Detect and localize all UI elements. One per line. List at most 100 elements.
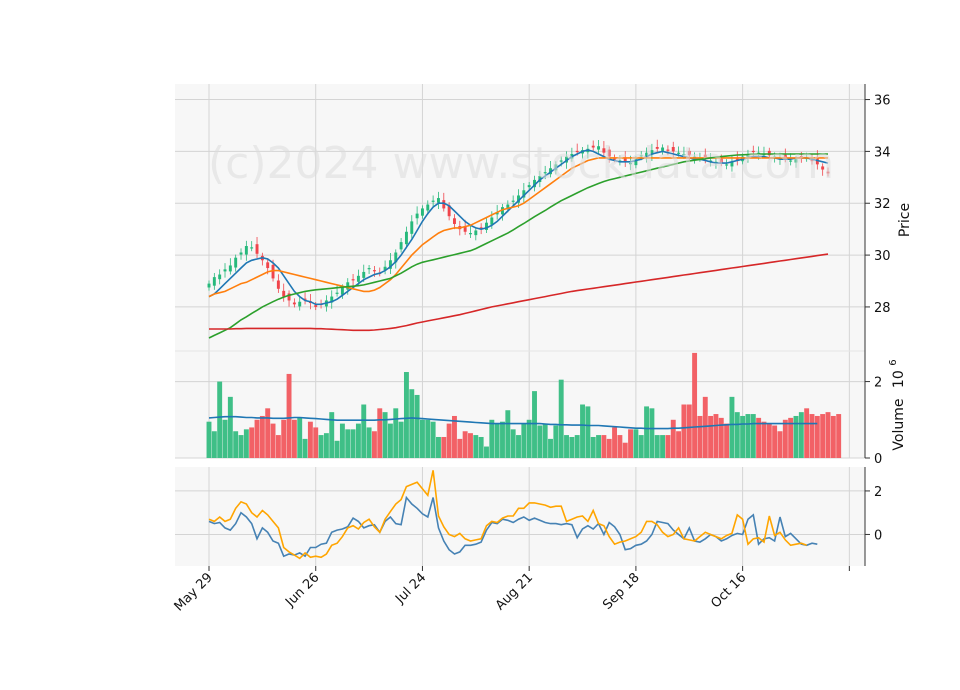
volume-bar [473,435,479,458]
volume-bar [441,436,447,458]
candle-body [469,233,472,235]
candle-body [687,150,691,156]
candle-body [730,161,734,167]
volume-bar [740,415,746,458]
candle-body [250,247,254,249]
candle-body [479,227,483,229]
candle-body [335,292,339,294]
price-tick-label: 36 [874,94,891,109]
candle-body [351,279,355,281]
candle-body [597,146,601,150]
svg-text:Volume 10 6: Volume 10 6 [888,359,907,450]
volume-bar [574,435,580,458]
volume-bar [814,415,820,458]
volume-bar [718,417,724,458]
volume-bar [596,435,601,458]
volume-bar [521,423,527,458]
volume-bar [436,436,441,458]
volume-bar [564,435,569,458]
volume-bar [590,436,596,458]
price-ma-line [208,153,828,339]
candle-body [340,287,344,295]
candle-body [543,172,547,174]
candle-body [228,265,232,272]
candle-body [650,150,654,155]
volume-bar [462,431,468,458]
price-ma-line [208,149,829,306]
candle-body [677,152,681,154]
volume-bar [307,421,313,458]
price-axis-label: Price [897,203,913,237]
candle-body [410,221,414,234]
candle-body [623,157,627,162]
volume-bar [798,412,804,458]
volume-bar [217,381,223,458]
candle-body [725,164,729,166]
candle-body [212,277,216,286]
candle-body [223,269,227,272]
volume-bar [585,406,591,458]
volume-bar [676,431,682,458]
volume-bar [387,423,393,458]
candle-body [234,257,238,268]
volume-bar [281,419,287,458]
candle-body [645,152,649,158]
volume-bar [772,425,778,458]
macd-tick-label: 0 [874,528,882,543]
volume-bar [494,423,500,458]
volume-bar [713,414,719,458]
volume-bar [606,438,612,458]
volume-bar [382,412,388,458]
volume-bar [419,419,425,458]
x-tick-label: Aug 21 [493,570,536,613]
volume-bar [825,412,831,458]
volume-bar [430,421,436,458]
candle-body [218,274,222,280]
volume-bar [398,421,404,458]
candle-body [239,252,243,255]
volume-bar [377,408,383,458]
price-tick-label: 32 [874,197,891,212]
volume-bar [361,404,367,458]
volume-bar [612,427,618,458]
volume-bar [254,419,260,458]
volume-bar [265,408,271,458]
volume-bar [243,429,249,458]
candle-body [447,205,451,217]
volume-bar [692,352,698,458]
candle-body [367,268,371,270]
volume-bar [334,440,340,458]
volume-bar [622,442,628,458]
candle-body [399,242,403,250]
volume-bar [313,427,319,458]
volume-bar [302,438,308,458]
volume-bar [644,406,650,458]
candle-body [613,158,617,160]
volume-bar [638,435,644,458]
candle-body [575,150,579,153]
volume-bar [510,429,516,458]
candle-body [314,305,318,307]
price-tick-label: 34 [874,145,891,160]
candle-body [415,213,419,219]
volume-bar [745,414,751,458]
volume-bar [633,429,639,458]
candle-body [495,212,499,215]
volume-bar [505,410,511,458]
candle-body [436,198,440,203]
volume-bar [291,419,297,458]
volume-bar [457,438,463,458]
candle-body [671,146,675,152]
volume-bar [403,372,409,458]
volume-bar [286,373,292,458]
candle-body [501,207,504,215]
chart-panels: 28 30 32 34 36 0 2 0 2 May 29 Jun 26 Jul 24 Aug 21 Se… [172,84,891,614]
candle-body [287,293,291,301]
candle-body [559,160,563,162]
volume-bar [788,417,794,458]
candle-body [682,153,686,156]
volume-bar [409,389,415,458]
candle-body [634,159,638,166]
candle-body [303,298,307,300]
volume-bar [500,421,505,458]
